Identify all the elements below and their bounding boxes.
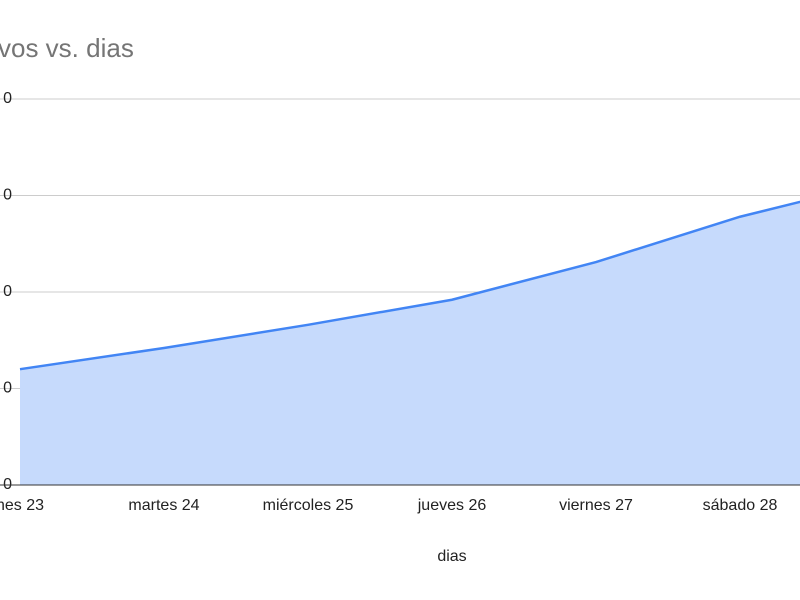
y-tick-label: 0 bbox=[3, 380, 12, 397]
x-tick-label: jueves 26 bbox=[417, 497, 487, 514]
chart-title: vos vs. dias bbox=[0, 33, 134, 63]
y-tick-label: 0 bbox=[3, 90, 12, 107]
x-tick-label: viernes 27 bbox=[559, 497, 633, 514]
area-line bbox=[19, 200, 800, 371]
x-tick-label: sábado 28 bbox=[703, 497, 778, 514]
area-fill bbox=[20, 201, 800, 485]
x-tick-label: nes 23 bbox=[0, 497, 44, 514]
x-tick-label: miércoles 25 bbox=[263, 497, 354, 514]
x-tick-label: martes 24 bbox=[128, 497, 199, 514]
y-tick-label: 0 bbox=[3, 187, 12, 204]
y-tick-label: 0 bbox=[3, 283, 12, 300]
x-axis-label: dias bbox=[437, 548, 466, 565]
